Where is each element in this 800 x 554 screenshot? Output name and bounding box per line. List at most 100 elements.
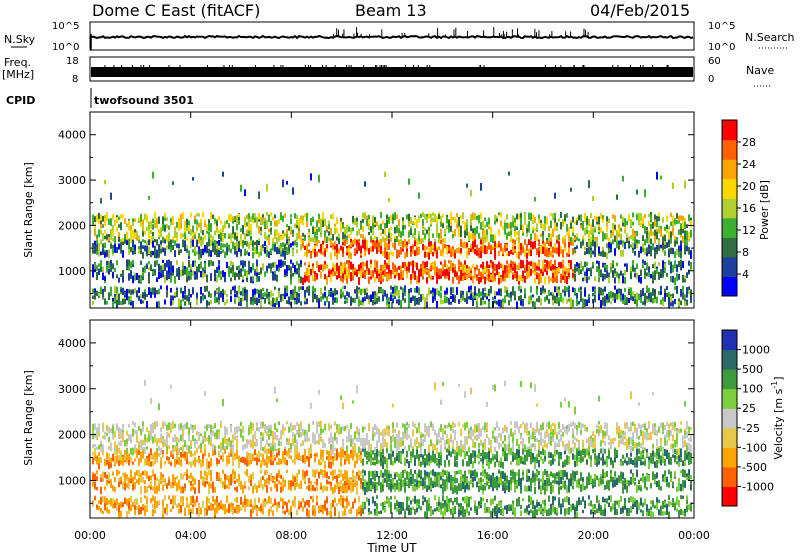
velData-cell	[160, 427, 162, 433]
velData-cell	[122, 434, 124, 442]
velData-cell	[234, 487, 236, 491]
powerData-cell	[612, 264, 614, 269]
powerData-cell	[148, 261, 150, 265]
velData-cell	[274, 457, 276, 461]
powerData-cell	[342, 224, 344, 228]
powerData-cell	[448, 274, 450, 281]
powerData-cell	[590, 237, 592, 246]
powerData-cell	[422, 219, 424, 226]
powerData-cell	[142, 245, 144, 249]
powerData-cell	[102, 224, 104, 228]
powerData-cell	[152, 271, 154, 275]
powerData-cell	[296, 261, 298, 266]
powerData-cell	[476, 299, 478, 308]
powerData-cell	[318, 265, 320, 273]
powerData-cell	[622, 298, 624, 304]
velData-cell	[248, 424, 250, 431]
powerData-cell	[188, 274, 190, 281]
velData-cell	[236, 478, 238, 483]
powerData-cell	[152, 171, 154, 179]
powerData-cell	[670, 296, 672, 303]
powerData-cell	[166, 285, 168, 291]
powerData-cell	[342, 242, 344, 246]
velData-cell	[234, 506, 236, 510]
powerData-cell	[686, 224, 688, 228]
velData-cell	[274, 454, 276, 458]
powerData-cell	[210, 299, 212, 305]
powerData-cell	[448, 297, 450, 305]
powerData-cell	[336, 268, 338, 275]
powerData-cell	[156, 239, 158, 246]
powerData-cell	[676, 220, 678, 224]
powerData-cell	[628, 213, 630, 219]
powerData-cell	[468, 273, 470, 277]
powerData-cell	[478, 290, 480, 298]
powerData-cell	[476, 264, 478, 271]
powerData-cell	[366, 247, 368, 252]
powerData-cell	[366, 267, 368, 271]
velData-cell	[218, 472, 220, 480]
powerData-cell	[346, 240, 348, 244]
powerData-cell	[564, 265, 566, 272]
velData-cell	[246, 452, 248, 460]
powerData-cell	[392, 265, 394, 270]
powerData-cell	[560, 261, 562, 269]
powerData-cell	[530, 241, 532, 248]
powerData-cell	[232, 226, 234, 235]
powerData-cell	[588, 268, 590, 272]
powerData-cell	[138, 287, 140, 293]
velData-cell	[250, 473, 252, 480]
powerData-cell	[544, 249, 546, 256]
powerData-cell	[394, 235, 396, 239]
powerData-cell	[394, 237, 396, 243]
powerData-cell	[458, 221, 460, 230]
velData-cell	[250, 499, 252, 505]
powerData-cell	[456, 219, 458, 227]
powerData-cell	[248, 269, 250, 275]
powerData-cell	[528, 226, 530, 233]
powerData-cell	[646, 298, 648, 303]
velData-cell	[212, 431, 214, 435]
powerData-cell	[528, 239, 530, 245]
powerData-cell	[652, 223, 654, 228]
velData-cell	[114, 461, 116, 467]
powerData-cell	[654, 261, 656, 270]
powerData-cell	[168, 241, 170, 250]
powerData-cell	[590, 247, 592, 252]
velData-cell	[286, 441, 288, 445]
powerData-cell	[378, 269, 380, 274]
powerData-cell	[404, 244, 406, 248]
powerData-cell	[314, 293, 316, 300]
powerData-cell	[458, 216, 460, 222]
velData-cell	[250, 427, 252, 434]
powerData-cell	[374, 235, 376, 239]
powerData-cell	[566, 268, 568, 275]
powerData-cell	[510, 269, 512, 273]
powerData-cell	[176, 222, 178, 228]
powerData-cell	[98, 243, 100, 250]
velData-cell	[254, 483, 256, 490]
velData-cell	[154, 509, 156, 514]
powerData-cell	[296, 224, 298, 229]
powerData-cell	[244, 236, 246, 240]
powerData-cell	[450, 221, 452, 225]
freq-band	[91, 67, 693, 77]
powerData-cell	[600, 251, 602, 257]
powerData-cell	[368, 214, 370, 219]
powerData-cell	[260, 245, 262, 252]
powerData-cell	[512, 267, 514, 271]
powerData-cell	[684, 294, 686, 300]
velData-cell	[124, 440, 126, 447]
velData-cell	[106, 474, 108, 480]
powerData-cell	[408, 264, 410, 271]
powerData-cell	[252, 213, 254, 220]
velData-cell	[176, 475, 178, 480]
velData-cell	[234, 427, 236, 436]
velData-cell	[280, 486, 282, 493]
velData-cell	[148, 460, 150, 467]
powerData-cell	[676, 213, 678, 219]
powerData-cell	[218, 286, 220, 292]
velData-cell	[166, 439, 168, 446]
velData-cell	[276, 484, 278, 492]
powerData-cell	[554, 273, 556, 279]
